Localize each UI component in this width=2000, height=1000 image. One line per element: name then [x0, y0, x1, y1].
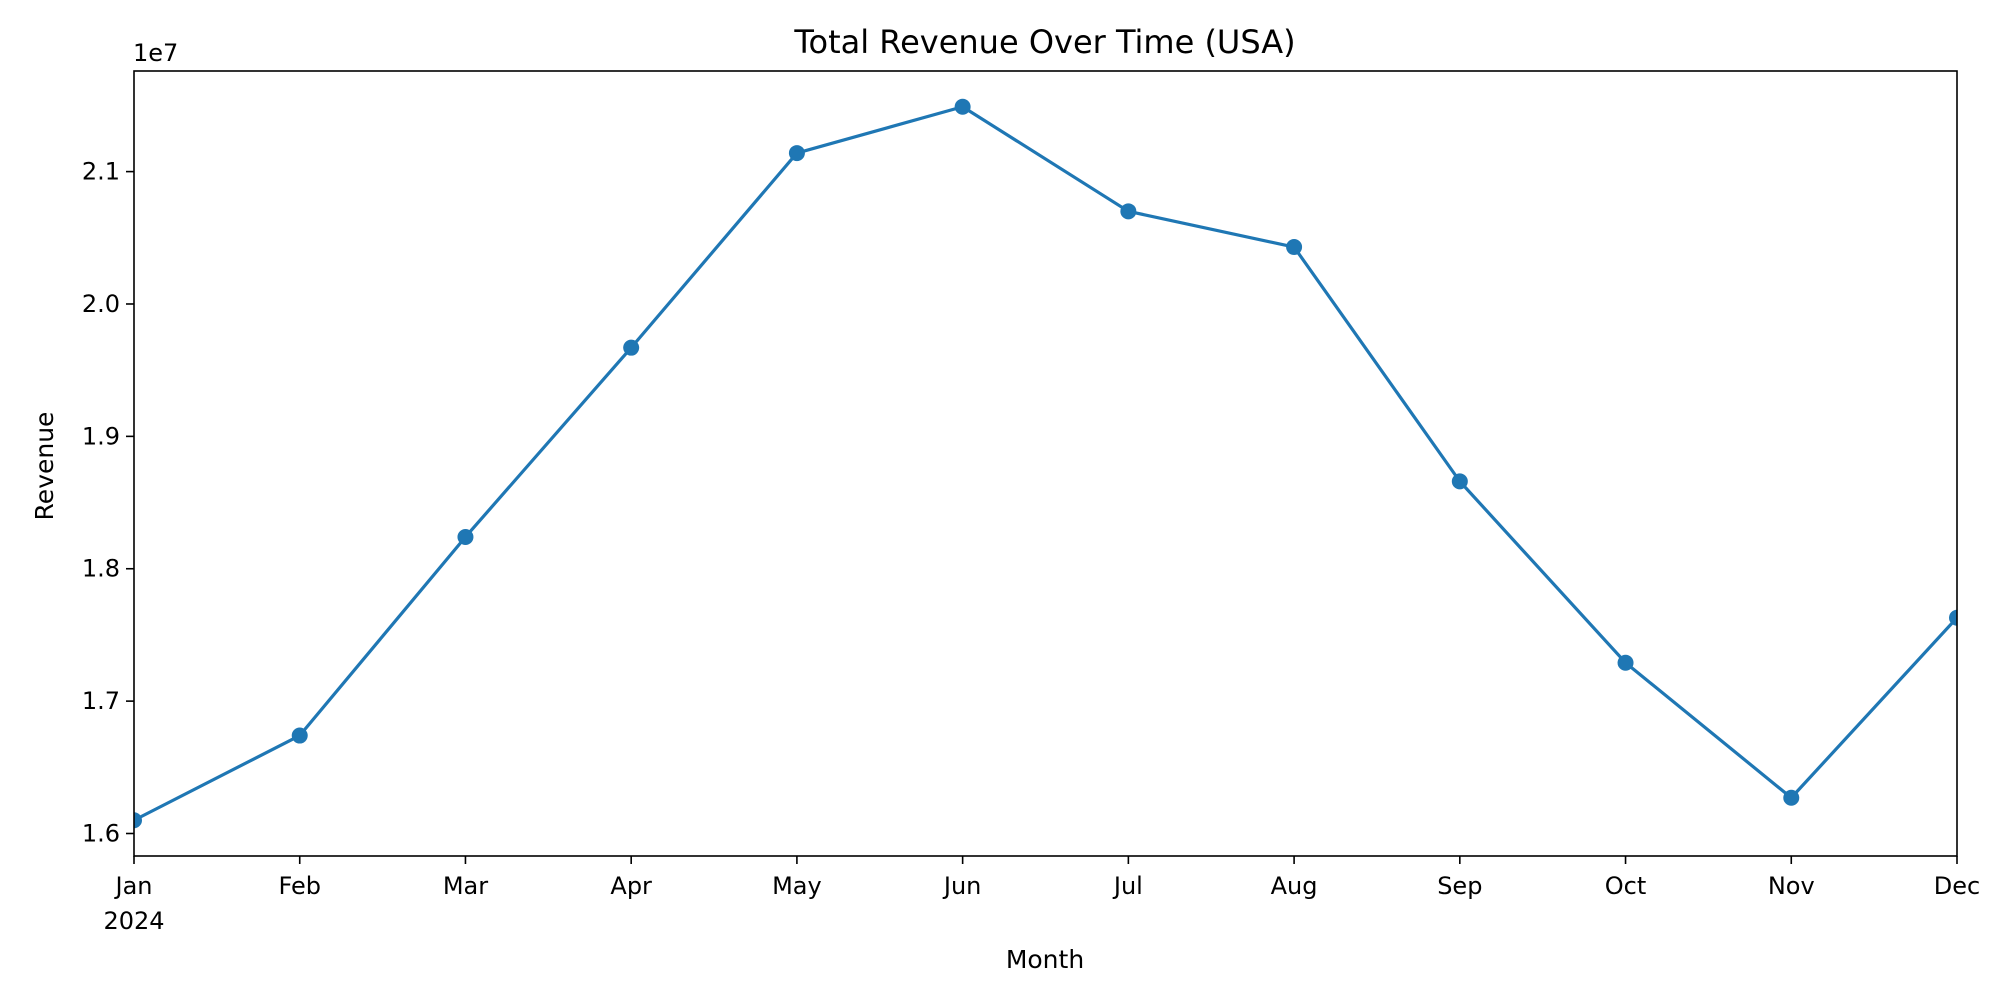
y-tick-label: 2.0: [82, 290, 120, 318]
data-point-jun: [954, 98, 971, 115]
data-point-oct: [1617, 654, 1634, 671]
data-point-apr: [623, 339, 640, 356]
x-axis-title: Month: [1006, 945, 1084, 974]
x-tick-label: Feb: [278, 872, 321, 900]
x-tick-label: Aug: [1271, 872, 1318, 900]
x-tick-label: May: [772, 872, 822, 900]
x-tick-label: Apr: [610, 872, 652, 900]
x-tick-label: Sep: [1437, 872, 1482, 900]
data-point-nov: [1783, 789, 1800, 806]
x-tick-label: Jan: [114, 872, 153, 900]
y-axis-title: Revenue: [30, 412, 59, 521]
y-tick-label: 1.7: [82, 687, 120, 715]
x-tick-label: Dec: [1934, 872, 1980, 900]
data-point-may: [788, 145, 805, 162]
chart-title: Total Revenue Over Time (USA): [793, 23, 1295, 61]
x-tick-label: Oct: [1605, 872, 1647, 900]
y-tick-label: 1.6: [82, 819, 120, 847]
x-axis-ticks: Jan Feb Mar Apr May Jun Jul Aug Sep Oct Nov Dec: [114, 856, 1980, 900]
x-tick-label: Nov: [1768, 872, 1815, 900]
y-axis-ticks: 1.6 1.7 1.8 1.9 2.0 2.1: [82, 158, 134, 847]
data-point-feb: [291, 727, 308, 744]
y-tick-label: 1.8: [82, 555, 120, 583]
data-point-aug: [1286, 239, 1303, 256]
x-tick-label: Jul: [1112, 872, 1143, 900]
y-tick-label: 2.1: [82, 158, 120, 186]
plot-area: [134, 98, 1957, 829]
data-point-dec: [1949, 609, 1957, 626]
y-offset-label: 1e7: [133, 39, 178, 67]
data-point-sep: [1451, 473, 1468, 490]
data-point-jul: [1120, 203, 1137, 220]
plot-frame: [133, 70, 1958, 857]
x-year-label: 2024: [103, 907, 164, 935]
data-point-mar: [457, 528, 474, 545]
x-tick-label: Mar: [443, 872, 488, 900]
y-tick-label: 1.9: [82, 422, 120, 450]
data-point-jan: [134, 812, 142, 829]
series-line: [134, 105, 1957, 822]
x-tick-label: Jun: [942, 872, 982, 900]
